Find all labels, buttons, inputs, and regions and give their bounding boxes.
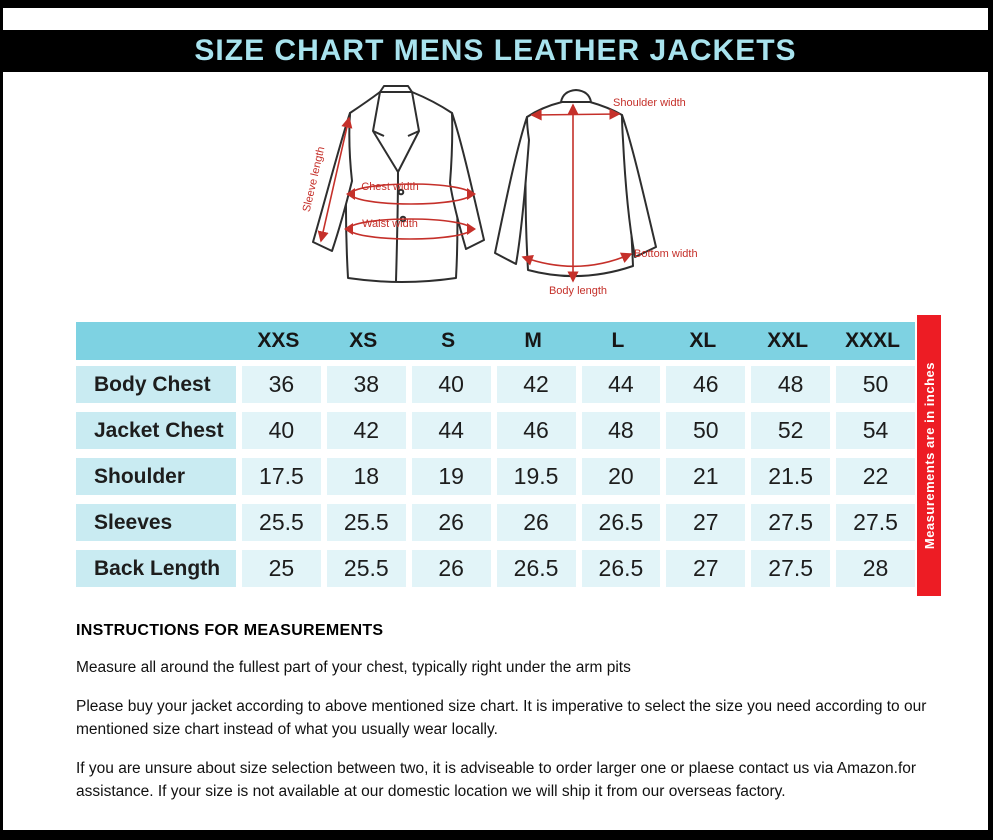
size-column-header: M — [524, 329, 542, 352]
size-value-cell: 21 — [666, 458, 746, 495]
size-table: XXS XS S M L XL XXL XXXL Body Chest 36 38 40 42 44 46… — [76, 322, 915, 587]
size-value-cell: 46 — [496, 412, 576, 449]
size-value-cell: 25.5 — [326, 550, 406, 587]
size-value-cell: 46 — [666, 366, 746, 403]
instructions-paragraph: If you are unsure about size selection b… — [76, 760, 917, 800]
size-value-cell: 27 — [666, 504, 746, 541]
size-value-cell: 26.5 — [581, 504, 661, 541]
size-value-cell: 21.5 — [751, 458, 831, 495]
size-table-header-row: XXS XS S M L XL XXL XXXL — [76, 322, 915, 360]
title-bar: SIZE CHART MENS LEATHER JACKETS — [3, 30, 988, 72]
size-value-cell: 42 — [326, 412, 406, 449]
size-value-cell: 36 — [242, 366, 321, 403]
size-value-cell: 44 — [411, 412, 491, 449]
size-value-cell: 44 — [581, 366, 661, 403]
units-note-bar: Measurements are in inches — [917, 315, 941, 596]
size-value-cell: 40 — [242, 412, 321, 449]
size-value-cell: 26.5 — [581, 550, 661, 587]
instructions-section: INSTRUCTIONS FOR MEASUREMENTS Measure al… — [76, 622, 954, 819]
size-value-cell: 25.5 — [242, 504, 321, 541]
size-value-cell: 50 — [666, 412, 746, 449]
size-value-cell: 26 — [411, 550, 491, 587]
size-value-cell: 17.5 — [242, 458, 321, 495]
content-area: SIZE CHART MENS LEATHER JACKETS — [3, 8, 988, 830]
size-value-cell: 26 — [496, 504, 576, 541]
size-value-cell: 38 — [326, 366, 406, 403]
size-value-cell: 27.5 — [751, 550, 831, 587]
size-value-cell: 25 — [242, 550, 321, 587]
size-table-body: Body Chest 36 38 40 42 44 46 48 50 Jacket Chest 40… — [76, 366, 915, 587]
size-value-cell: 25.5 — [326, 504, 406, 541]
size-value-cell: 42 — [496, 366, 576, 403]
back-jacket-drawing — [494, 89, 657, 278]
size-column-header: XL — [689, 329, 717, 352]
waist-width-label: Waist width — [362, 218, 418, 230]
units-note-text: Measurements are in inches — [921, 361, 937, 550]
size-value-cell: 19.5 — [496, 458, 576, 495]
size-value-cell: 50 — [836, 366, 915, 403]
size-value-cell: 27.5 — [836, 504, 915, 541]
row-label: Sleeves — [76, 504, 236, 541]
row-label: Shoulder — [76, 458, 236, 495]
size-value-cell: 18 — [326, 458, 406, 495]
size-value-cell: 48 — [751, 366, 831, 403]
size-column-header: XXS — [257, 329, 300, 352]
page-title: SIZE CHART MENS LEATHER JACKETS — [194, 34, 797, 67]
shoulder-width-label: Shoulder width — [613, 97, 686, 109]
size-value-cell: 54 — [836, 412, 915, 449]
size-value-cell: 28 — [836, 550, 915, 587]
row-label: Back Length — [76, 550, 236, 587]
size-column-header: S — [441, 329, 456, 352]
size-column-header: XXXL — [845, 329, 900, 352]
back-jacket-annotations: Shoulder width Body length Bottom width — [521, 97, 698, 297]
size-value-cell: 22 — [836, 458, 915, 495]
size-value-cell: 52 — [751, 412, 831, 449]
size-value-cell: 27.5 — [751, 504, 831, 541]
row-label: Body Chest — [76, 366, 236, 403]
size-value-cell: 27 — [666, 550, 746, 587]
instructions-paragraph: Measure all around the fullest part of y… — [76, 659, 631, 676]
size-value-cell: 20 — [581, 458, 661, 495]
size-column-header: XS — [349, 329, 378, 352]
size-value-cell: 19 — [411, 458, 491, 495]
measurement-diagram: Sleeve length Chest width Waist width — [290, 85, 710, 313]
size-value-cell: 40 — [411, 366, 491, 403]
size-value-cell: 26.5 — [496, 550, 576, 587]
instructions-paragraph: Please buy your jacket according to abov… — [76, 698, 927, 738]
size-value-cell: 26 — [411, 504, 491, 541]
size-column-header: L — [611, 329, 625, 352]
size-column-header: XXL — [767, 329, 809, 352]
row-label: Jacket Chest — [76, 412, 236, 449]
bottom-width-label: Bottom width — [634, 248, 698, 260]
jackets-diagram-svg: Sleeve length Chest width Waist width — [301, 85, 698, 297]
chest-width-label: Chest width — [361, 181, 418, 193]
instructions-heading: INSTRUCTIONS FOR MEASUREMENTS — [76, 622, 384, 639]
body-length-label: Body length — [549, 285, 607, 297]
size-value-cell: 48 — [581, 412, 661, 449]
